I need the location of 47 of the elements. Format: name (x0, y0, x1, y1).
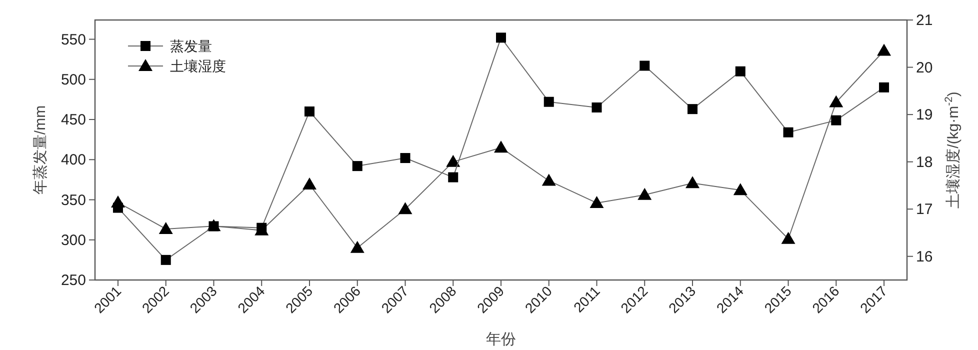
y-tick-label: 400 (60, 152, 86, 169)
point (398, 202, 412, 214)
point (496, 32, 506, 43)
y-tick-label: 250 (60, 272, 86, 289)
point (829, 95, 844, 108)
point (494, 140, 508, 153)
legend-label: 土壤湿度 (170, 58, 226, 74)
point (592, 102, 602, 112)
point (160, 254, 171, 265)
point (879, 82, 890, 92)
point (352, 161, 362, 172)
y-tick-label: 350 (60, 192, 86, 209)
point (831, 115, 842, 126)
point (638, 188, 652, 200)
y-tick-label: 300 (60, 232, 86, 249)
y2-tick-label: 19 (916, 106, 933, 124)
y2-tick-label: 16 (916, 248, 933, 266)
y2-tick-label: 21 (916, 12, 933, 29)
y-axis-title: 年蒸发量/mm (32, 105, 49, 195)
point (256, 222, 267, 233)
point (735, 66, 746, 76)
point (783, 127, 794, 138)
point (302, 178, 316, 190)
x-axis-title: 年份 (486, 331, 516, 348)
point (158, 222, 173, 234)
y2-tick-label: 20 (916, 59, 933, 76)
point (688, 104, 698, 114)
y2-tick-label: 17 (916, 201, 933, 218)
point (686, 176, 700, 188)
point (304, 106, 314, 116)
point (448, 172, 458, 182)
point (542, 174, 556, 186)
point (781, 232, 796, 244)
y2-tick-label: 18 (916, 154, 933, 171)
point (733, 183, 748, 196)
point (400, 153, 410, 164)
point (877, 44, 892, 56)
y-tick-label: 500 (60, 71, 86, 88)
point (544, 96, 554, 107)
point (350, 240, 364, 253)
point (112, 202, 123, 213)
legend-label: 蒸发量 (170, 38, 212, 54)
point (590, 196, 604, 208)
y-tick-label: 450 (60, 112, 86, 129)
y-tick-label: 550 (60, 31, 86, 48)
point (640, 60, 650, 71)
point (446, 154, 460, 167)
